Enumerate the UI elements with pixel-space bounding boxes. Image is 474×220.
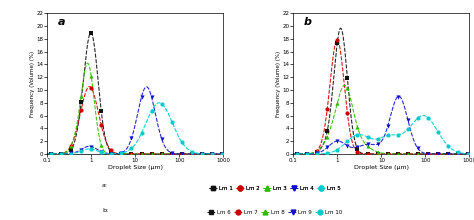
Text: a: a bbox=[58, 17, 65, 28]
Legend: Lm 6, Lm 7, Lm 8, Lm 9, Lm 10: Lm 6, Lm 7, Lm 8, Lm 9, Lm 10 bbox=[207, 210, 343, 215]
Text: b: b bbox=[304, 17, 312, 28]
Y-axis label: Frequency (Volume) (%): Frequency (Volume) (%) bbox=[30, 51, 35, 117]
Text: a:: a: bbox=[102, 183, 108, 188]
Legend: Lm 1, Lm 2, Lm 3, Lm 4, Lm 5: Lm 1, Lm 2, Lm 3, Lm 4, Lm 5 bbox=[209, 186, 341, 191]
Text: b:: b: bbox=[102, 208, 108, 213]
Y-axis label: Frequency (Volume) (%): Frequency (Volume) (%) bbox=[276, 51, 281, 117]
X-axis label: Droplet Size (μm): Droplet Size (μm) bbox=[108, 165, 163, 170]
X-axis label: Droplet Size (μm): Droplet Size (μm) bbox=[354, 165, 409, 170]
